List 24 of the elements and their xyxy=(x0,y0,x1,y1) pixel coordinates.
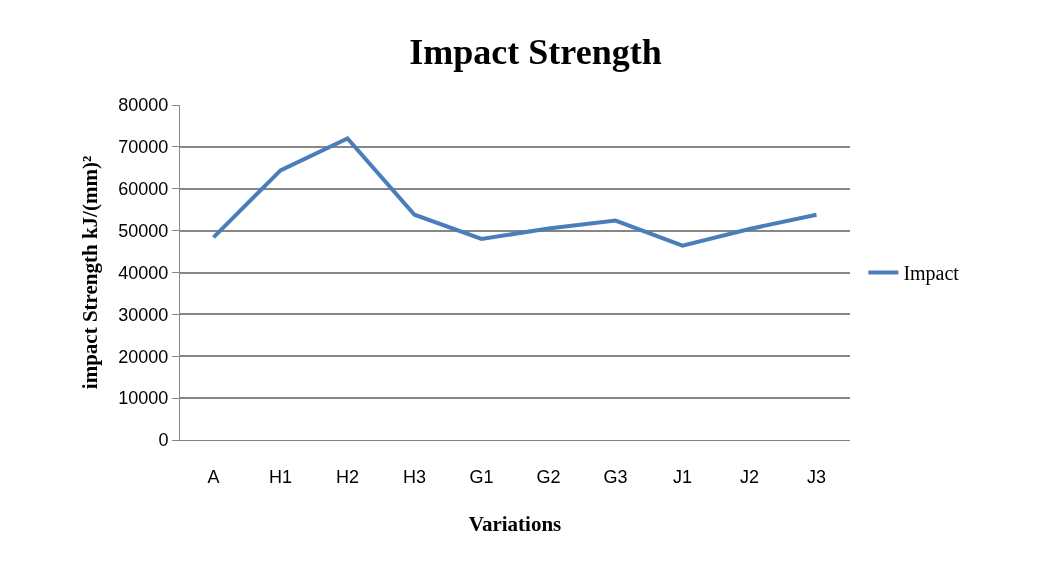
line-series xyxy=(211,136,819,248)
x-tick-label: G1 xyxy=(469,466,494,487)
y-tick-label: 20000 xyxy=(118,346,169,367)
x-tick-label: J2 xyxy=(739,466,760,487)
y-tick-label: 0 xyxy=(158,430,169,451)
y-tick-label: 10000 xyxy=(118,388,169,409)
chart-title: Impact Strength xyxy=(409,32,662,73)
x-tick-label: H1 xyxy=(268,466,293,487)
legend-label: Impact xyxy=(903,262,960,286)
y-tick-label: 50000 xyxy=(118,220,169,241)
x-tick-label: G3 xyxy=(603,466,628,487)
x-tick-label: J3 xyxy=(806,466,827,487)
y-axis-title: impact Strength kJ/(mm)² xyxy=(78,155,103,390)
y-tick-label: 40000 xyxy=(118,262,169,283)
y-tick-label: 70000 xyxy=(118,137,169,158)
x-tick-label: J1 xyxy=(672,466,693,487)
x-tick-label: A xyxy=(207,466,220,487)
y-tick-label: 60000 xyxy=(118,179,169,200)
y-tick-label: 80000 xyxy=(118,95,169,116)
x-tick-label: G2 xyxy=(536,466,561,487)
x-tick-label: H2 xyxy=(335,466,360,487)
y-tick-label: 30000 xyxy=(118,304,169,325)
x-axis-title: Variations xyxy=(468,511,562,536)
x-tick-label: H3 xyxy=(402,466,427,487)
